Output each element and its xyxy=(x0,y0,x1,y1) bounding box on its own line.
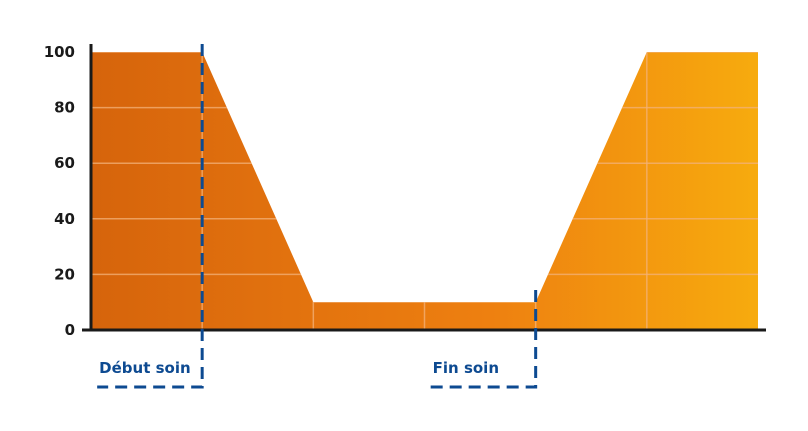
y-tick-label-80: 80 xyxy=(54,99,75,117)
marker-label: Début soin xyxy=(99,359,190,377)
area-layer xyxy=(91,52,758,330)
marker-label: Fin soin xyxy=(433,359,499,377)
axis-layer xyxy=(82,44,766,332)
marker-line xyxy=(97,44,204,389)
marker-layer: Début soin Fin soin xyxy=(97,44,538,389)
y-tick-label-20: 20 xyxy=(54,265,75,283)
marker-fin-soin: Fin soin xyxy=(430,290,538,389)
tick-layer: 0 20 40 60 80 100 xyxy=(44,43,75,339)
y-tick-label-100: 100 xyxy=(44,43,75,61)
y-tick-label-0: 0 xyxy=(65,321,75,339)
area-series xyxy=(91,52,758,330)
y-tick-label-60: 60 xyxy=(54,154,75,172)
marker-line xyxy=(430,290,538,389)
marker-debut-soin: Début soin xyxy=(97,44,204,389)
y-tick-label-40: 40 xyxy=(54,210,75,228)
